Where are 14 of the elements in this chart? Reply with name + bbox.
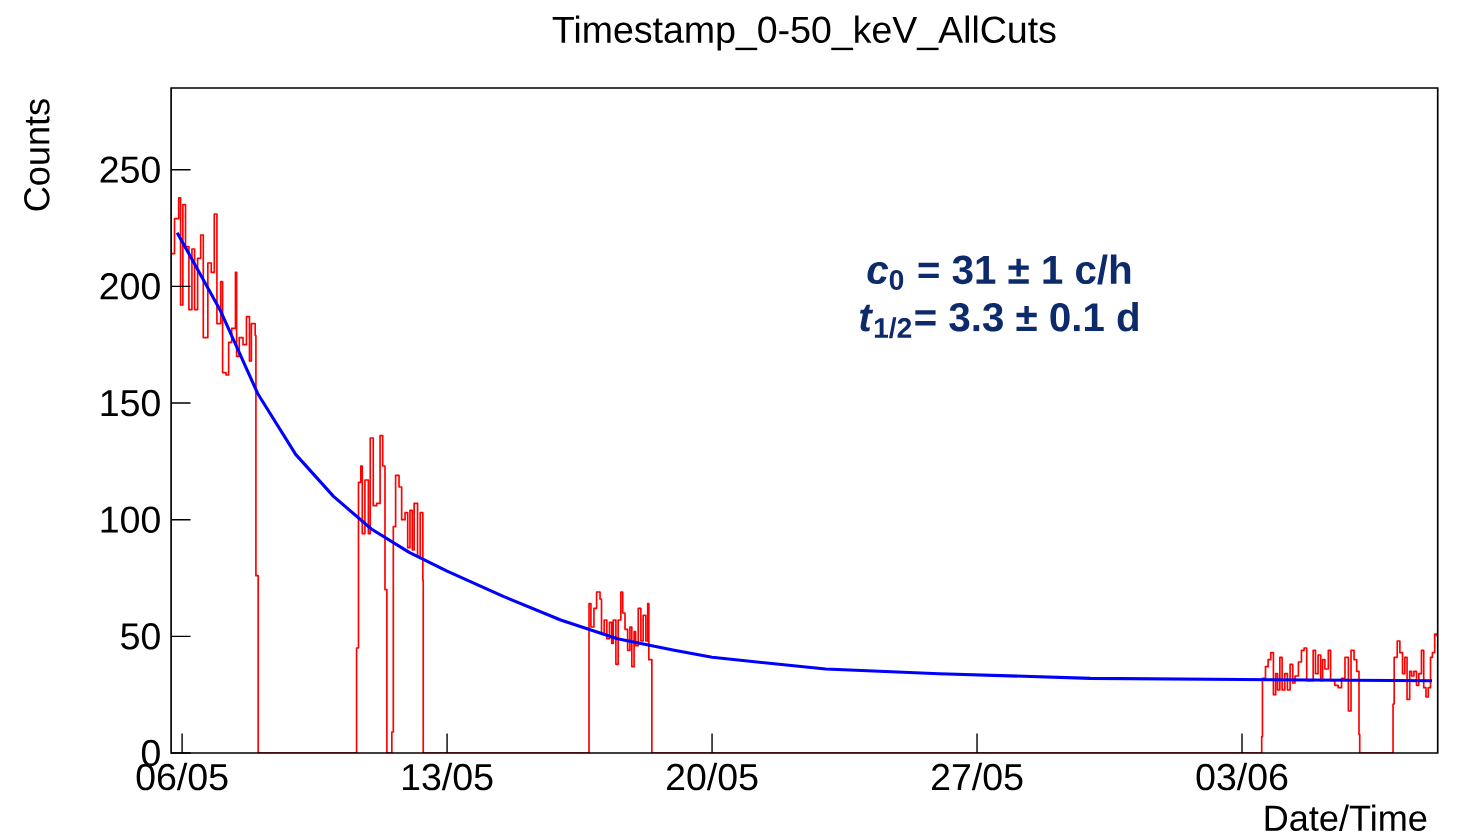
y-axis-title: Counts [24, 99, 50, 211]
y-tick-label: 250 [100, 156, 160, 184]
x-tick-label: 13/05 [403, 762, 493, 791]
x-tick-label: 20/05 [667, 762, 758, 791]
chart-title: Timestamp_0-50_keV_AllCuts [552, 15, 1056, 51]
x-tick-label: 27/05 [931, 762, 1023, 791]
x-tick-label: 03/06 [1196, 762, 1288, 791]
y-tick-label: 100 [101, 506, 160, 533]
y-tick-label: 50 [121, 623, 160, 650]
x-axis-title: Date/Time [1265, 804, 1427, 832]
annotation: c$_{0}$ = 31 ± 1 c/h [867, 254, 1131, 290]
annotation: t$_{1/2}$= 3.3 ± 0.1 d [860, 301, 1138, 339]
y-tick-label: 150 [101, 389, 160, 417]
y-tick-label: 200 [100, 273, 160, 300]
